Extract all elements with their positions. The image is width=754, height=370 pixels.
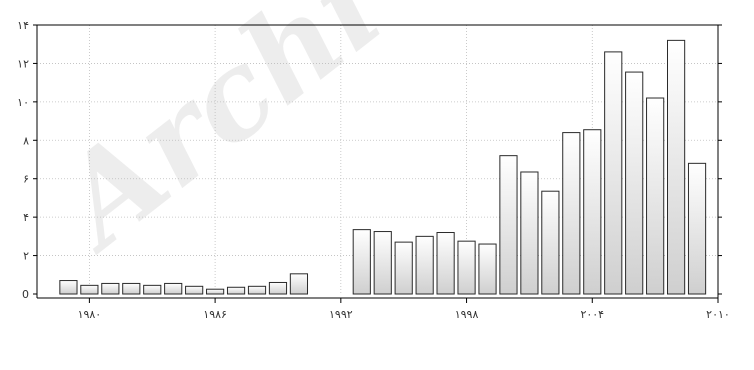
watermark: Archi: [27, 0, 407, 279]
bar-1990: [289, 273, 309, 295]
bar-2005: [604, 51, 623, 295]
bar-1996: [415, 235, 434, 295]
x-tick-label: ۲۰۰۴: [580, 308, 604, 321]
bar-1987: [226, 286, 246, 295]
bar-1988: [247, 285, 267, 295]
bar-2001: [520, 171, 539, 295]
bar-2002: [541, 190, 560, 295]
bar-1980: [80, 284, 99, 295]
x-tick-label: ۱۹۹۲: [329, 308, 353, 321]
bar-2007: [646, 97, 665, 295]
y-tick-label: 0: [22, 288, 29, 301]
bar-1995: [394, 241, 413, 295]
bar-1998: [457, 240, 476, 295]
x-tick-label: ۱۹۹۸: [455, 308, 479, 321]
bar-1983: [143, 284, 162, 295]
bar-1984: [164, 282, 183, 295]
bar-2008: [667, 39, 686, 295]
bar-1994: [373, 231, 392, 295]
bar-1989: [268, 281, 288, 295]
bar-1986: [206, 288, 225, 295]
x-tick-label: ۱۹۸۶: [203, 308, 227, 321]
bar-2000: [499, 155, 518, 295]
axes: [33, 24, 722, 303]
bar-1985: [185, 285, 204, 295]
x-tick-label: ۱۹۸۰: [78, 308, 102, 321]
x-tick-label: ۲۰۱۰: [706, 308, 730, 321]
bar-1993: [352, 229, 371, 295]
bars: [59, 39, 707, 295]
bar-1999: [478, 243, 497, 295]
y-tick-label: ۸: [23, 134, 29, 147]
tick-labels: 0 ۲ ۴ ۶ ۸ ۱۰ ۱۲ ۱۴ ۱۹۸۰ ۱۹۸۶ ۱۹۹۲ ۱۹۹۸ ۲۰۰۴ ۲۰۱۰: [17, 19, 730, 321]
y-tick-label: ۱۰: [17, 96, 29, 109]
bar-2003: [562, 132, 581, 295]
y-tick-label: ۱۲: [17, 57, 29, 70]
bar-1979: [59, 280, 78, 295]
bar-1997: [436, 232, 455, 295]
bar-1981: [101, 282, 120, 295]
y-tick-label: ۱۴: [17, 19, 29, 32]
y-tick-label: ۴: [23, 211, 29, 224]
bar-2009: [687, 162, 707, 295]
bar-2004: [583, 129, 602, 295]
y-tick-label: ۲: [23, 250, 29, 263]
bar-1982: [122, 282, 141, 295]
bar-2006: [625, 71, 644, 295]
y-tick-label: ۶: [23, 173, 29, 186]
